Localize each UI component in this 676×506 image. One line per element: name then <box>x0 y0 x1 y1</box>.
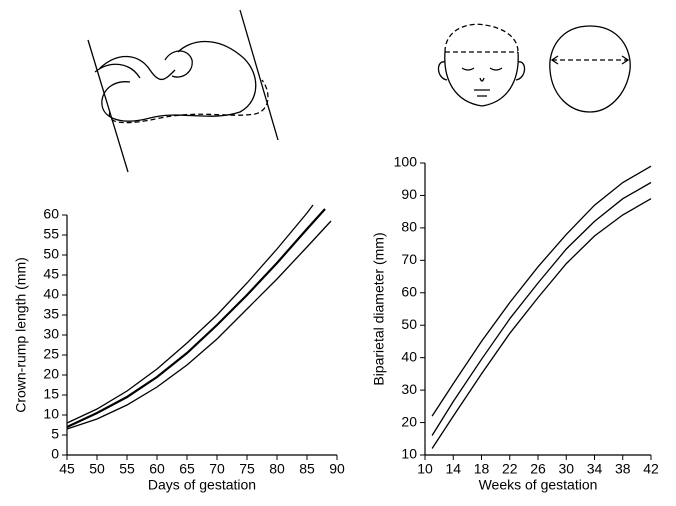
y-tick-label: 40 <box>43 286 59 302</box>
y-tick-label: 55 <box>43 226 59 242</box>
curve <box>431 198 652 449</box>
x-tick-label: 45 <box>59 461 75 477</box>
y-tick-label: 50 <box>401 316 417 332</box>
y-tick-label: 90 <box>401 186 417 202</box>
fetus-illustration <box>87 9 279 173</box>
y-axis-title: Biparietal diameter (mm) <box>371 232 387 385</box>
x-tick-label: 42 <box>643 461 659 477</box>
y-tick-label: 30 <box>401 381 417 397</box>
y-axis-title: Crown-rump length (mm) <box>13 257 29 413</box>
x-tick-label: 26 <box>530 461 546 477</box>
curve <box>66 220 332 430</box>
curve <box>66 208 326 428</box>
curve <box>431 165 652 417</box>
y-tick-label: 20 <box>401 413 417 429</box>
x-tick-label: 55 <box>119 461 135 477</box>
curve <box>431 181 652 436</box>
x-tick-label: 70 <box>209 461 225 477</box>
x-tick-label: 50 <box>89 461 105 477</box>
y-tick-label: 60 <box>43 206 59 222</box>
x-tick-label: 60 <box>149 461 165 477</box>
x-tick-label: 80 <box>269 461 285 477</box>
x-tick-label: 34 <box>587 461 603 477</box>
y-tick-label: 30 <box>43 326 59 342</box>
y-tick-label: 25 <box>43 346 59 362</box>
x-tick-label: 85 <box>299 461 315 477</box>
y-tick-label: 10 <box>401 446 417 462</box>
curve <box>66 204 314 424</box>
x-tick-label: 30 <box>558 461 574 477</box>
y-tick-label: 100 <box>394 154 418 170</box>
y-tick-label: 20 <box>43 366 59 382</box>
y-tick-label: 5 <box>51 426 59 442</box>
y-tick-label: 0 <box>51 446 59 462</box>
y-tick-label: 70 <box>401 251 417 267</box>
y-tick-label: 15 <box>43 386 59 402</box>
x-tick-label: 75 <box>239 461 255 477</box>
y-tick-label: 10 <box>43 406 59 422</box>
x-tick-label: 90 <box>329 461 345 477</box>
x-tick-label: 22 <box>502 461 518 477</box>
x-axis-title: Weeks of gestation <box>479 477 598 493</box>
x-tick-label: 38 <box>615 461 631 477</box>
y-tick-label: 80 <box>401 219 417 235</box>
x-tick-label: 65 <box>179 461 195 477</box>
y-tick-label: 40 <box>401 348 417 364</box>
y-tick-label: 50 <box>43 246 59 262</box>
x-tick-label: 10 <box>417 461 433 477</box>
y-tick-label: 60 <box>401 283 417 299</box>
x-tick-label: 14 <box>445 461 461 477</box>
y-tick-label: 35 <box>43 306 59 322</box>
x-tick-label: 18 <box>474 461 490 477</box>
head-illustration <box>437 23 631 113</box>
x-axis-title: Days of gestation <box>148 477 256 493</box>
y-tick-label: 45 <box>43 266 59 282</box>
